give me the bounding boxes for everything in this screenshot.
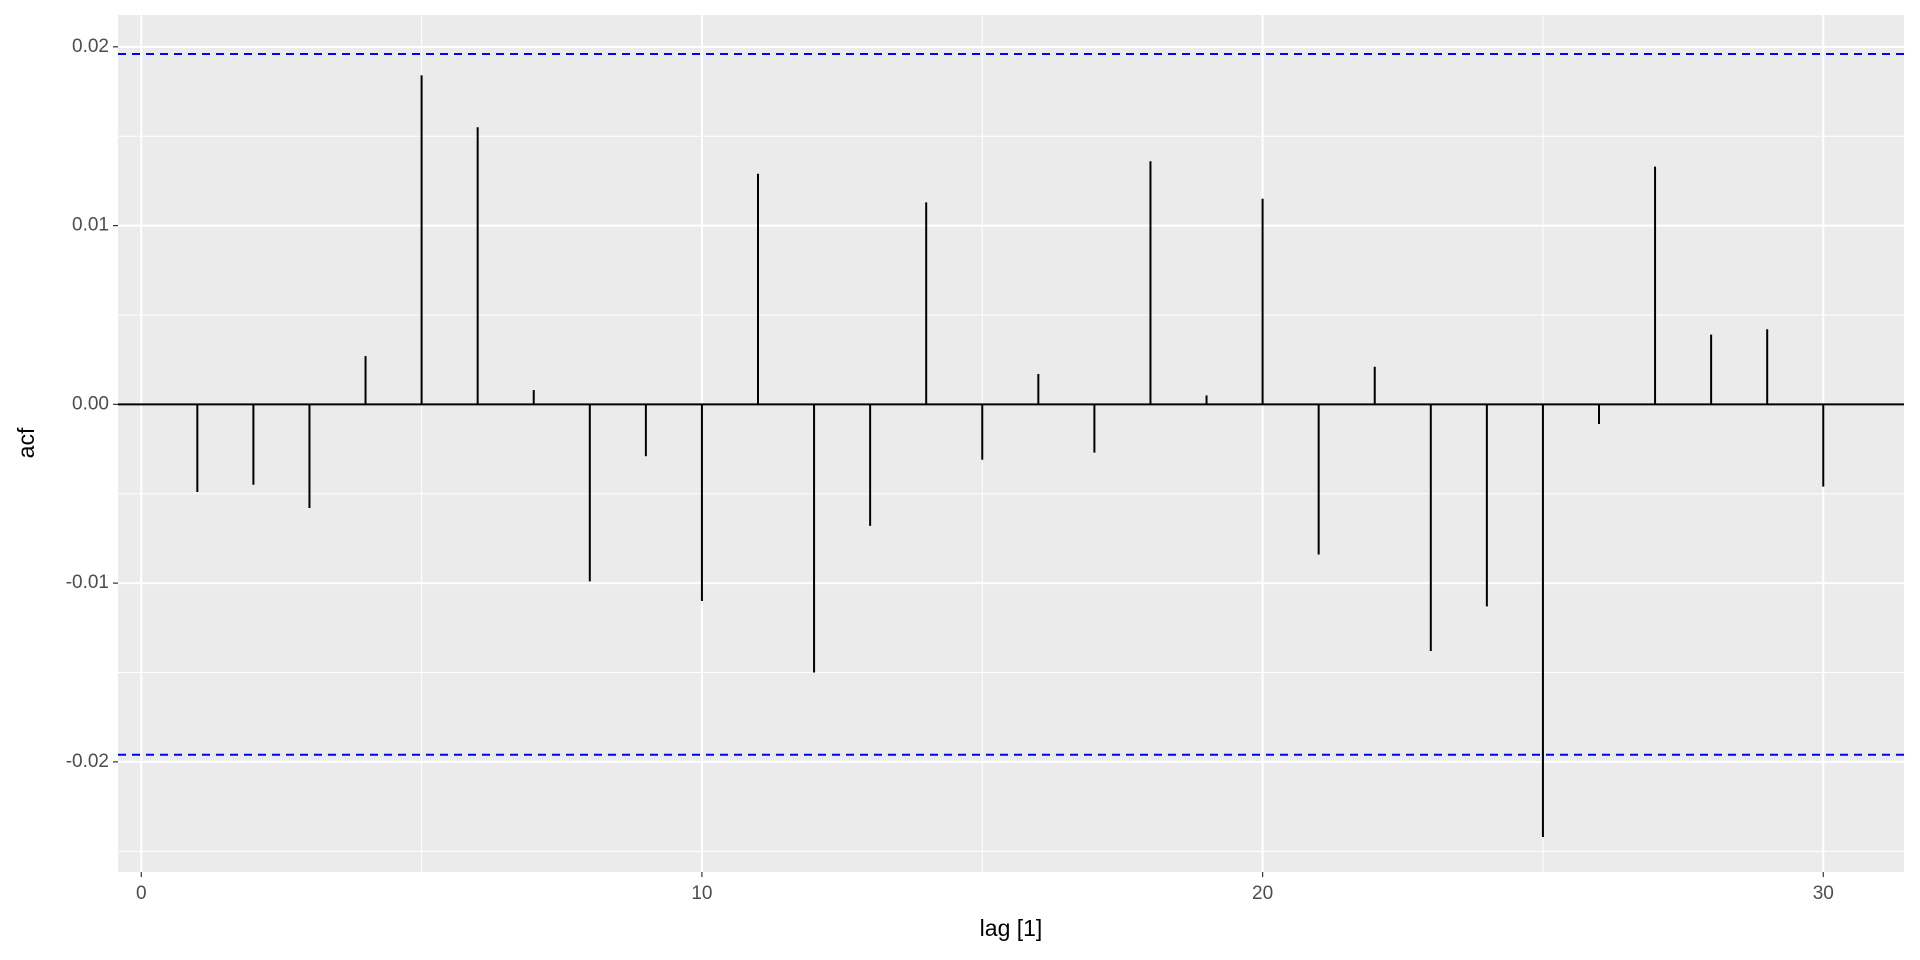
x-axis-title: lag [1] [980,915,1043,941]
y-axis-title: acf [13,427,39,458]
x-tick-label: 0 [136,883,147,904]
panel [118,15,1904,872]
x-tick-label: 10 [691,883,712,904]
y-tick-label: 0.00 [72,393,109,414]
y-tick-label: 0.02 [72,36,109,57]
y-tick-label: -0.02 [66,751,109,772]
x-tick-label: 20 [1252,883,1273,904]
y-tick-label: 0.01 [72,215,109,236]
y-tick-label: -0.01 [66,572,109,593]
x-tick-label: 30 [1813,883,1834,904]
